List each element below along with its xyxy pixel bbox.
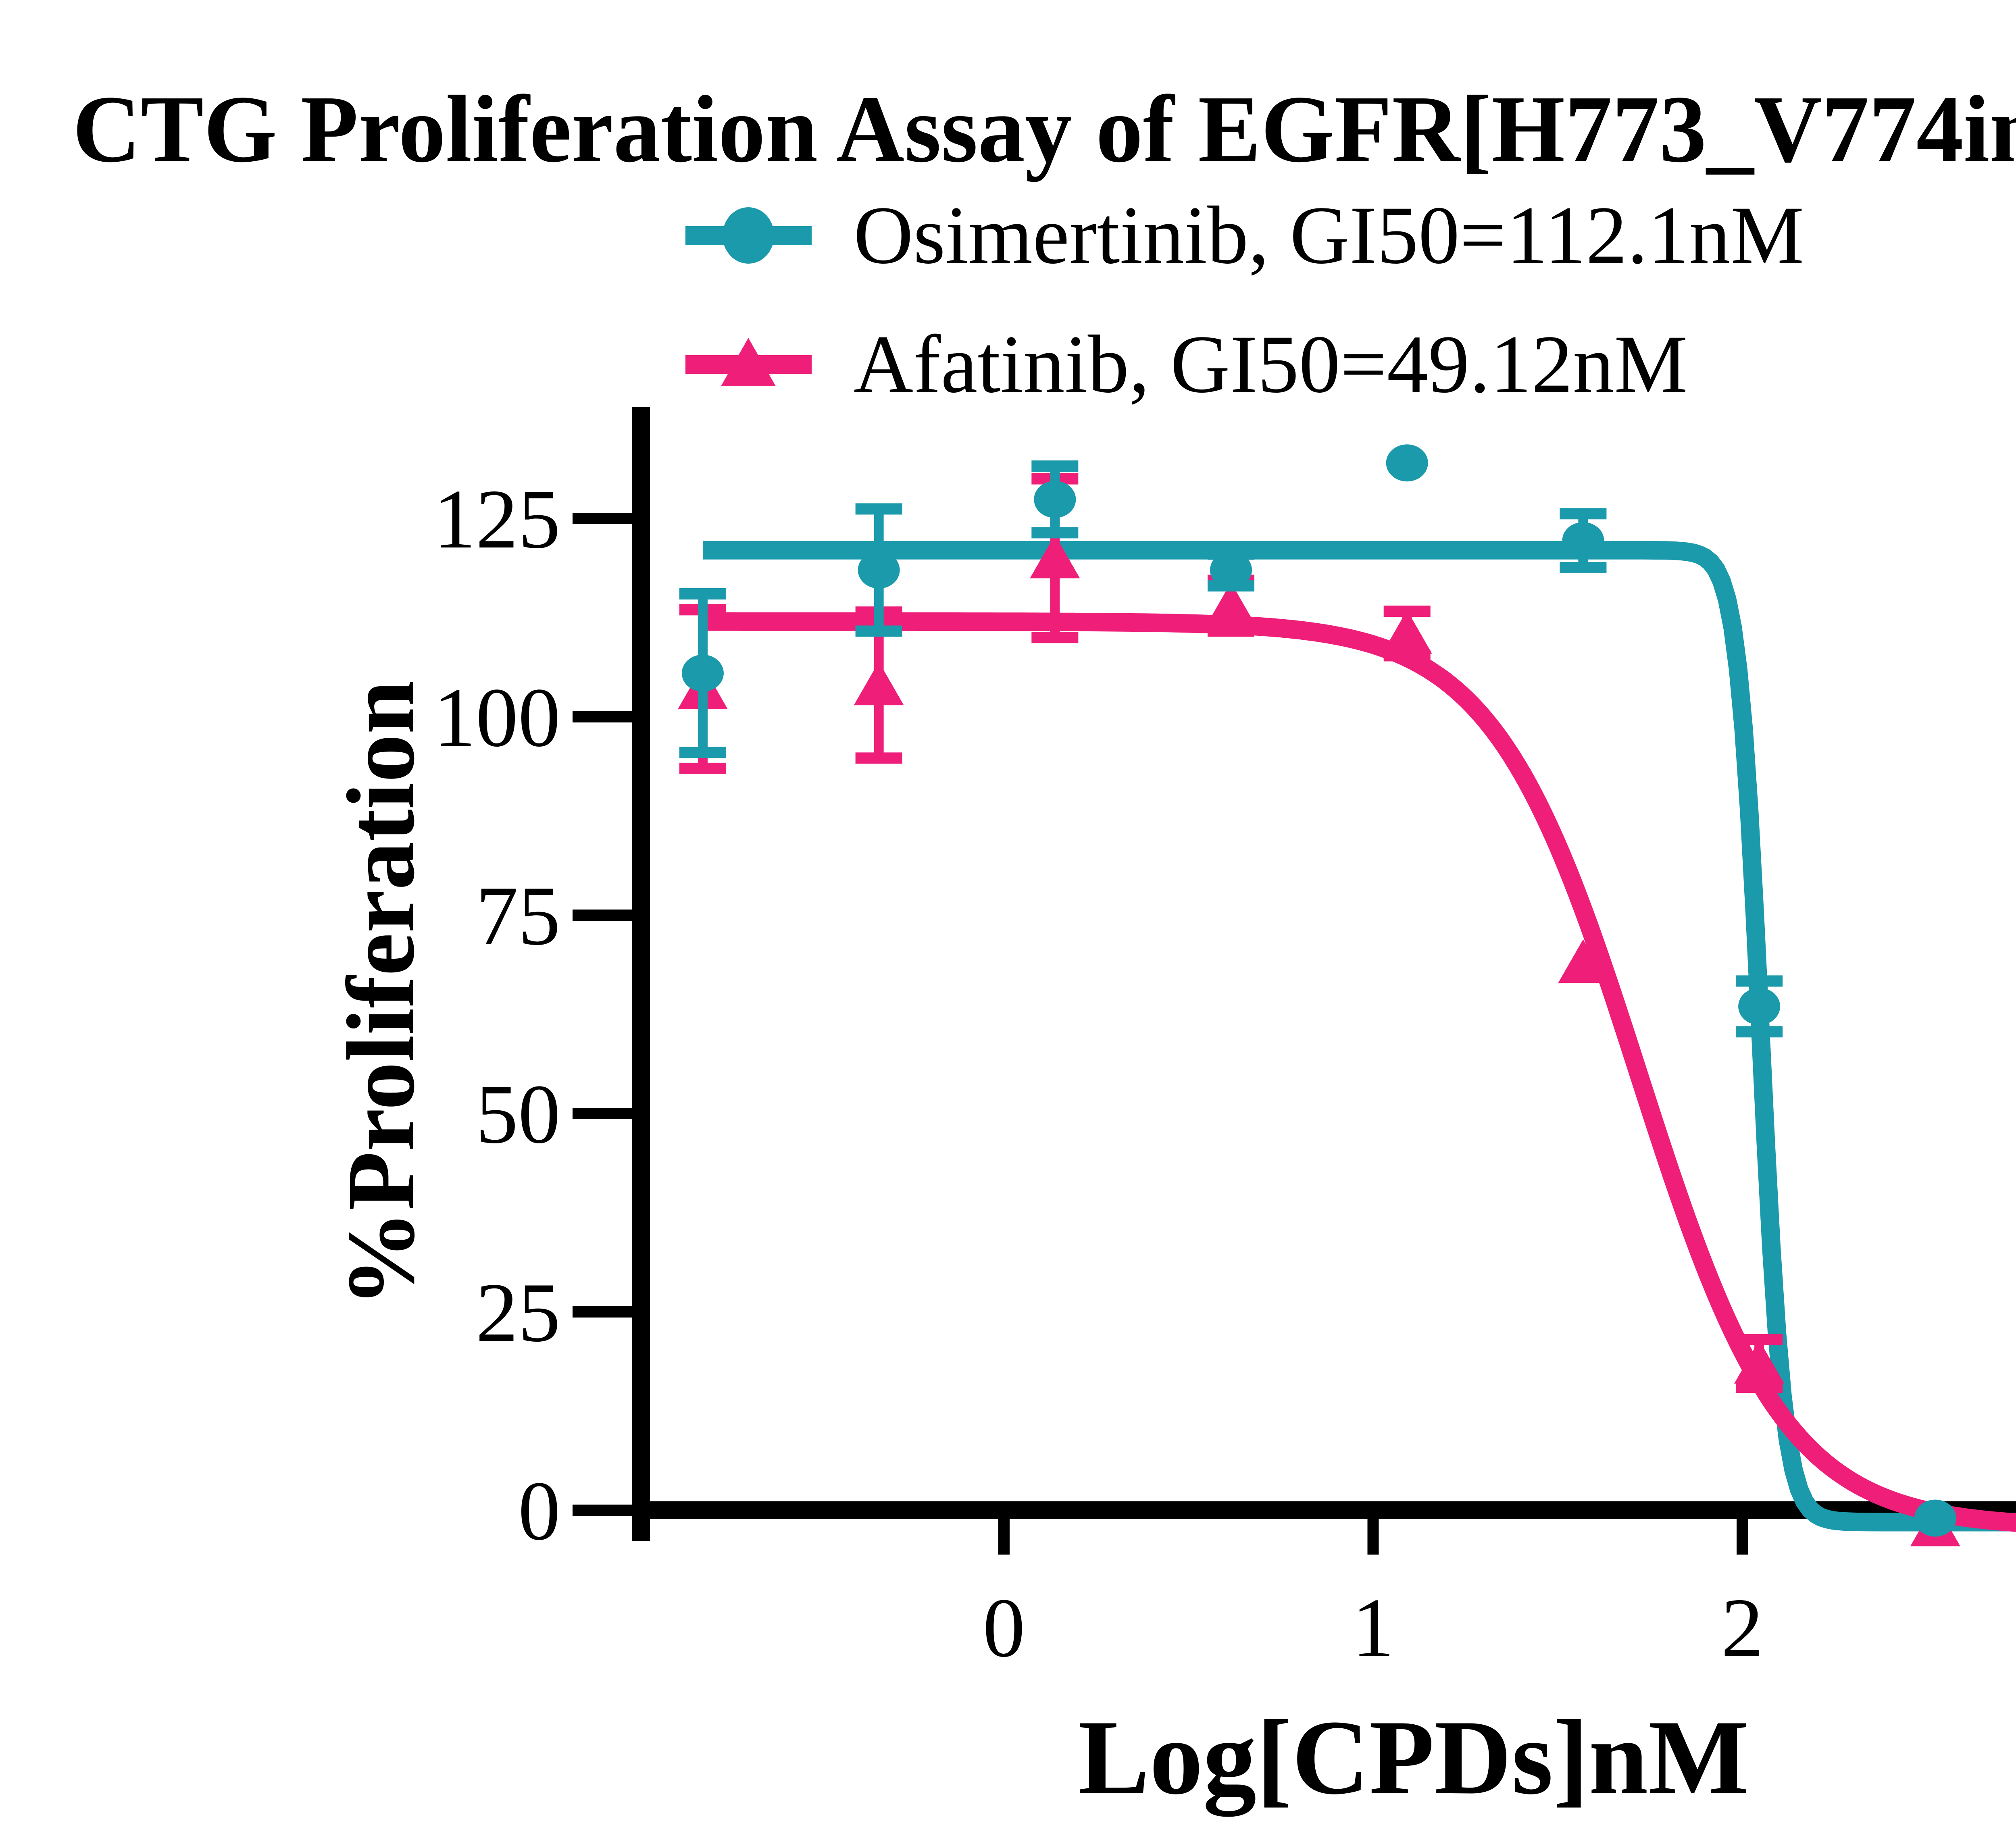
data-point-circle-icon (681, 654, 724, 692)
x-axis-title: Log[CPDs]nM (1078, 1698, 1749, 1818)
y-axis-title: %Proliferation (327, 680, 434, 1307)
legend-label-afatinib: Afatinib, GI50=49.12nM (854, 318, 1688, 410)
x-tick-label: 0 (983, 1581, 1025, 1675)
legend-item-afatinib: Afatinib, GI50=49.12nM (685, 318, 1688, 410)
y-tick-label: 0 (518, 1464, 560, 1558)
series-group (677, 444, 2016, 1547)
data-point-triangle-icon (1734, 1340, 1785, 1384)
y-tick-label: 100 (433, 671, 560, 764)
y-tick-label: 75 (476, 869, 560, 963)
legend-item-osimertinib: Osimertinib, GI50=112.1nM (685, 189, 1804, 281)
legend-triangle-icon (721, 338, 776, 386)
data-point-circle-icon (858, 551, 900, 589)
data-point-circle-icon (1034, 481, 1076, 518)
x-tick-label: 2 (1721, 1581, 1764, 1675)
data-point-circle-icon (1914, 1499, 1956, 1537)
data-point-triangle-icon (854, 662, 904, 706)
legend-label-osimertinib: Osimertinib, GI50=112.1nM (854, 189, 1804, 281)
data-point-triangle-icon (1206, 582, 1256, 626)
y-tick-label: 125 (433, 472, 560, 566)
y-tick-label: 25 (476, 1266, 560, 1359)
data-point-circle-icon (1386, 444, 1428, 482)
data-point-triangle-icon (1558, 939, 1608, 983)
fit-curve-osimertinib (699, 541, 2016, 1532)
data-point-circle-icon (1738, 988, 1781, 1025)
x-tick-label: 1 (1352, 1581, 1394, 1675)
legend: Osimertinib, GI50=112.1nM Afatinib, GI50… (685, 189, 1804, 410)
series-afatinib (677, 473, 1960, 1547)
data-point-circle-icon (1562, 522, 1604, 560)
series-osimertinib (679, 444, 1956, 1537)
data-point-triangle-icon (1382, 610, 1432, 654)
y-tick-group: 0 25 50 75 100 125 (433, 472, 632, 1558)
legend-circle-icon (723, 207, 774, 264)
chart-title: CTG Proliferation Assay of EGFR[H773_V77… (73, 76, 2016, 182)
y-tick-label: 50 (476, 1068, 560, 1161)
data-point-circle-icon (1210, 551, 1252, 589)
x-tick-group: 0123 (983, 1511, 1764, 1675)
data-point-triangle-icon (1030, 535, 1080, 579)
